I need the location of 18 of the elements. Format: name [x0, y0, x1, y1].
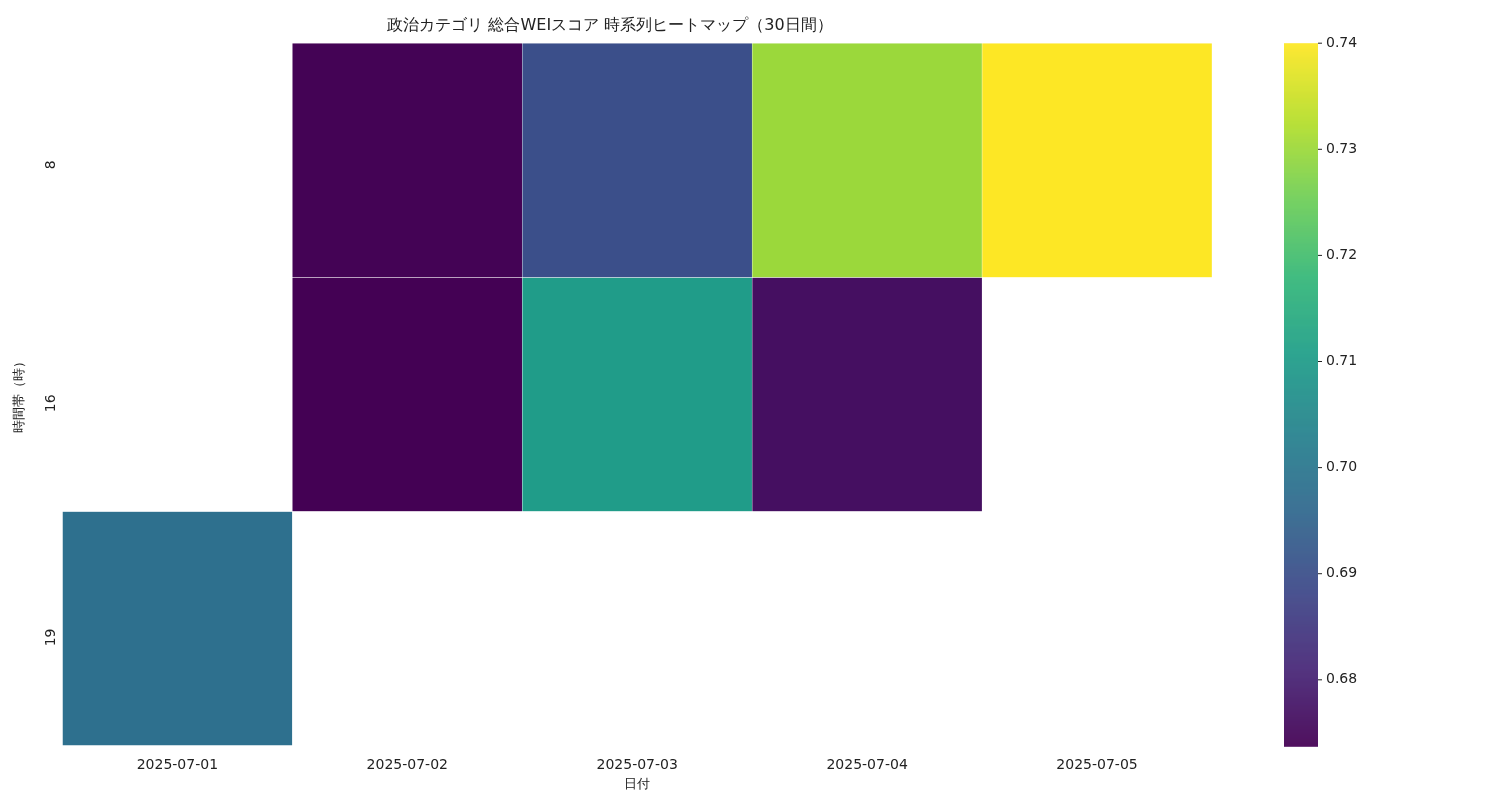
color-bar-label: 0.71: [1326, 352, 1358, 369]
x-tick-label: 2025-07-05: [1056, 755, 1138, 772]
color-bar-label: 0.70: [1326, 458, 1358, 475]
x-tick-label: 2025-07-04: [826, 755, 908, 772]
color-bar-label: 0.73: [1326, 139, 1358, 156]
color-bar-label: 0.69: [1326, 564, 1358, 581]
y-axis-title: 時間帯（時）: [11, 355, 27, 434]
x-tick-label: 2025-07-02: [366, 755, 448, 772]
y-tick-label: 16: [42, 394, 59, 413]
x-tick-label: 2025-07-01: [136, 755, 219, 772]
y-tick-label: 19: [42, 628, 59, 647]
x-axis-title: 日付: [624, 775, 651, 791]
color-bar-label: 0.68: [1326, 670, 1358, 687]
color-bar-label: 0.72: [1326, 246, 1358, 263]
y-tick-label: 8: [42, 160, 59, 170]
color-bar-label: 0.74: [1326, 33, 1358, 50]
x-tick-label: 2025-07-03: [596, 755, 678, 772]
chart-title: 政治カテゴリ 総合WEIスコア 時系列ヒートマップ（30日間）: [387, 14, 833, 34]
